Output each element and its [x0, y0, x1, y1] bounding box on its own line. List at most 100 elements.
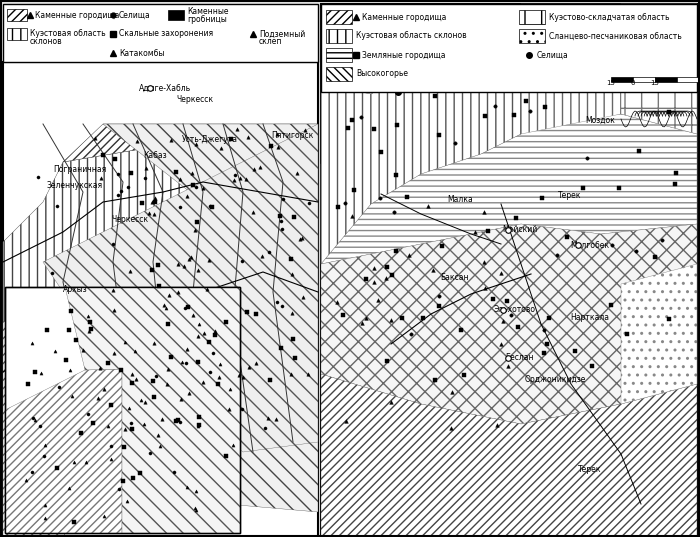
Point — [144, 208, 155, 217]
Point — [183, 303, 194, 311]
Point — [664, 315, 675, 323]
Text: Усть-Джегута: Усть-Джегута — [182, 135, 238, 144]
Bar — [326, 29, 352, 43]
Point — [83, 409, 94, 418]
Point — [125, 266, 136, 275]
Point — [458, 371, 470, 380]
Point — [502, 361, 513, 370]
Point — [569, 347, 580, 355]
Point — [374, 193, 385, 202]
Point — [570, 74, 581, 82]
Point — [197, 184, 209, 193]
Point — [622, 330, 633, 339]
Point — [29, 416, 41, 425]
Point — [187, 311, 198, 320]
Point — [90, 134, 101, 142]
Point — [184, 255, 195, 264]
Point — [422, 201, 433, 210]
Point — [356, 112, 367, 121]
Point — [538, 349, 550, 358]
Text: Пограничная: Пограничная — [53, 165, 106, 175]
Text: склонов: склонов — [30, 38, 62, 47]
Point — [391, 247, 402, 256]
Point — [33, 172, 44, 181]
Point — [125, 418, 136, 427]
Point — [605, 301, 616, 310]
Point — [369, 277, 380, 286]
Point — [128, 474, 139, 482]
Polygon shape — [621, 4, 697, 134]
Point — [478, 258, 489, 266]
Point — [83, 327, 94, 336]
Point — [236, 256, 247, 265]
Point — [118, 442, 130, 451]
Point — [116, 366, 127, 375]
Point — [230, 171, 241, 179]
Point — [332, 202, 344, 211]
Point — [429, 376, 440, 384]
Point — [53, 383, 64, 391]
Point — [172, 416, 183, 425]
Point — [401, 193, 412, 202]
Point — [386, 315, 397, 324]
Text: Орджоникидзе: Орджоникидзе — [524, 375, 586, 384]
Point — [543, 314, 554, 322]
Point — [162, 320, 173, 329]
Bar — [655, 77, 677, 82]
Text: Каменные: Каменные — [187, 8, 228, 17]
Point — [331, 298, 342, 307]
Bar — [5, 287, 240, 533]
Point — [248, 208, 259, 216]
Text: Пятигорск: Пятигорск — [271, 130, 313, 140]
Point — [339, 199, 350, 208]
Point — [417, 313, 428, 322]
Text: Моздок: Моздок — [585, 115, 615, 125]
Point — [346, 115, 357, 124]
Point — [115, 187, 126, 195]
Point — [181, 192, 193, 201]
Bar — [677, 77, 699, 82]
Point — [286, 370, 297, 379]
Point — [92, 394, 104, 403]
Point — [381, 263, 392, 272]
Bar — [326, 48, 352, 62]
Point — [649, 252, 660, 261]
Point — [108, 349, 119, 357]
Point — [265, 376, 276, 384]
Bar — [326, 67, 352, 81]
Point — [190, 505, 202, 514]
Point — [136, 396, 147, 405]
Point — [80, 458, 92, 466]
Point — [148, 339, 160, 347]
Bar — [5, 287, 240, 533]
Point — [105, 442, 116, 451]
Point — [271, 130, 282, 139]
Polygon shape — [63, 124, 318, 222]
Point — [228, 441, 239, 449]
Polygon shape — [65, 287, 240, 533]
Point — [586, 362, 597, 371]
Point — [436, 241, 447, 250]
Polygon shape — [43, 124, 318, 452]
Point — [276, 225, 288, 234]
Point — [373, 296, 384, 304]
Point — [208, 349, 219, 358]
Text: Каменные городища: Каменные городища — [362, 12, 447, 21]
Bar — [633, 77, 655, 82]
Point — [198, 378, 209, 386]
Point — [561, 233, 573, 242]
Point — [275, 217, 286, 226]
Point — [210, 331, 221, 340]
Point — [175, 203, 186, 212]
Point — [139, 398, 150, 407]
Point — [64, 366, 75, 375]
Point — [285, 255, 296, 263]
Point — [491, 421, 502, 430]
Point — [150, 372, 161, 380]
Point — [38, 452, 50, 460]
Bar — [321, 4, 697, 92]
Point — [216, 144, 227, 153]
Point — [192, 358, 203, 367]
Point — [146, 198, 158, 206]
Point — [41, 326, 52, 335]
